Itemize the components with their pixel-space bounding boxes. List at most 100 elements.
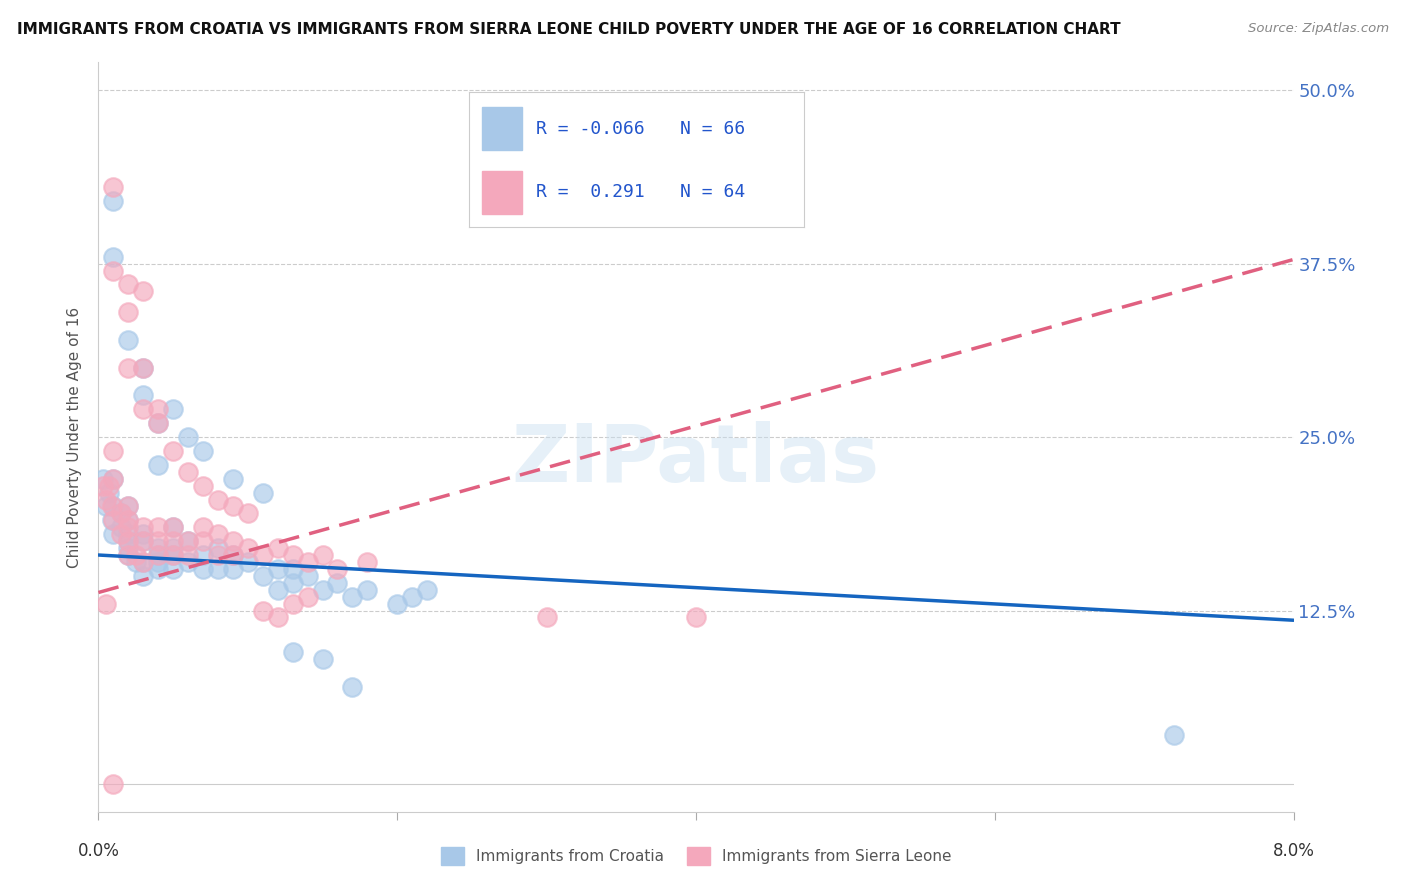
- Point: [385, 597, 409, 611]
- Point: [117, 513, 139, 527]
- Point: [91, 478, 114, 492]
- Text: ZIPatlas: ZIPatlas: [512, 420, 880, 499]
- Point: [94, 500, 117, 514]
- Point: [297, 590, 319, 604]
- Point: [162, 520, 184, 534]
- Point: [281, 548, 304, 562]
- Point: [125, 555, 148, 569]
- Point: [162, 548, 184, 562]
- Point: [97, 485, 120, 500]
- Point: [162, 541, 184, 555]
- Point: [132, 360, 155, 375]
- Point: [416, 582, 439, 597]
- Point: [311, 548, 333, 562]
- Point: [207, 541, 229, 555]
- Point: [132, 534, 155, 549]
- Point: [91, 472, 114, 486]
- Point: [252, 485, 274, 500]
- Point: [148, 548, 170, 562]
- Point: [297, 569, 319, 583]
- Point: [117, 500, 139, 514]
- Point: [267, 610, 290, 624]
- Point: [117, 548, 139, 562]
- Point: [222, 472, 245, 486]
- Point: [191, 444, 214, 458]
- Point: [191, 478, 214, 492]
- Point: [117, 548, 139, 562]
- Point: [342, 680, 364, 694]
- Point: [222, 500, 245, 514]
- Point: [125, 548, 148, 562]
- Point: [281, 562, 304, 576]
- Point: [177, 430, 200, 444]
- Point: [162, 402, 184, 417]
- Point: [685, 610, 707, 624]
- Point: [191, 520, 214, 534]
- Point: [177, 555, 200, 569]
- Point: [110, 507, 132, 521]
- Point: [236, 555, 259, 569]
- Point: [311, 582, 333, 597]
- Point: [326, 562, 349, 576]
- Point: [148, 562, 170, 576]
- Point: [177, 534, 200, 549]
- Point: [101, 513, 124, 527]
- Point: [103, 263, 125, 277]
- Point: [132, 555, 155, 569]
- Point: [281, 575, 304, 590]
- Point: [222, 548, 245, 562]
- Point: [1163, 728, 1185, 742]
- Point: [236, 541, 259, 555]
- Point: [191, 548, 214, 562]
- Point: [117, 277, 139, 292]
- Point: [162, 534, 184, 549]
- Point: [401, 590, 423, 604]
- Point: [536, 610, 558, 624]
- Point: [311, 652, 333, 666]
- Point: [117, 534, 139, 549]
- Point: [281, 597, 304, 611]
- Point: [132, 569, 155, 583]
- Point: [148, 458, 170, 472]
- Point: [148, 402, 170, 417]
- Point: [103, 180, 125, 194]
- Point: [132, 534, 155, 549]
- Point: [148, 416, 170, 430]
- Point: [148, 520, 170, 534]
- Point: [117, 534, 139, 549]
- Point: [267, 541, 290, 555]
- Point: [267, 582, 290, 597]
- Point: [191, 562, 214, 576]
- Legend: Immigrants from Croatia, Immigrants from Sierra Leone: Immigrants from Croatia, Immigrants from…: [434, 840, 957, 871]
- Point: [117, 513, 139, 527]
- Point: [117, 541, 139, 555]
- Point: [103, 194, 125, 209]
- Point: [132, 527, 155, 541]
- Point: [356, 582, 378, 597]
- Point: [132, 520, 155, 534]
- Point: [177, 548, 200, 562]
- Point: [132, 388, 155, 402]
- Point: [236, 507, 259, 521]
- Point: [117, 520, 139, 534]
- Point: [132, 402, 155, 417]
- Point: [252, 548, 274, 562]
- Point: [117, 360, 139, 375]
- Point: [326, 575, 349, 590]
- Point: [132, 285, 155, 299]
- Point: [148, 548, 170, 562]
- Point: [222, 534, 245, 549]
- Point: [162, 520, 184, 534]
- Point: [103, 500, 125, 514]
- Point: [117, 527, 139, 541]
- Text: IMMIGRANTS FROM CROATIA VS IMMIGRANTS FROM SIERRA LEONE CHILD POVERTY UNDER THE : IMMIGRANTS FROM CROATIA VS IMMIGRANTS FR…: [17, 22, 1121, 37]
- Point: [177, 465, 200, 479]
- Point: [132, 555, 155, 569]
- Y-axis label: Child Poverty Under the Age of 16: Child Poverty Under the Age of 16: [67, 307, 83, 567]
- Point: [103, 777, 125, 791]
- Point: [97, 478, 120, 492]
- Point: [281, 645, 304, 659]
- Point: [103, 250, 125, 264]
- Point: [356, 555, 378, 569]
- Text: 8.0%: 8.0%: [1272, 842, 1315, 860]
